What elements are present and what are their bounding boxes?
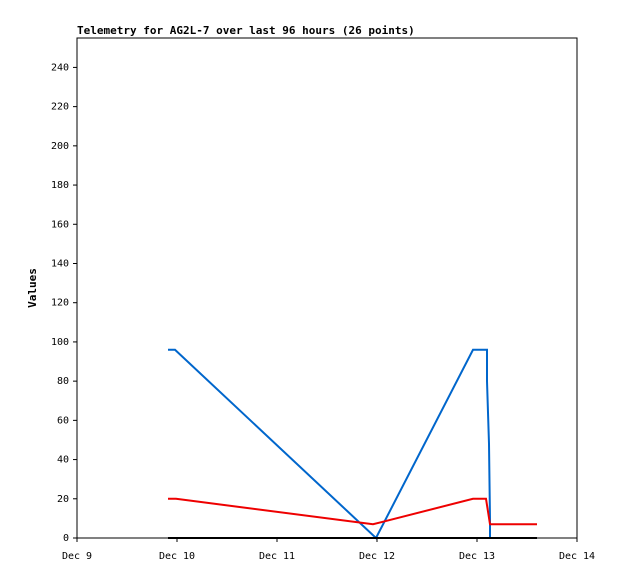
y-tick-label: 140: [51, 258, 69, 269]
chart-title: Telemetry for AG2L-7 over last 96 hours …: [77, 24, 415, 37]
y-tick-label: 100: [51, 337, 69, 348]
y-tick-label: 200: [51, 141, 69, 152]
y-tick-label: 20: [57, 494, 69, 505]
y-tick-label: 120: [51, 298, 69, 309]
x-tick-label: Dec 13: [459, 551, 495, 562]
y-tick-label: 80: [57, 376, 69, 387]
y-tick-label: 220: [51, 102, 69, 113]
y-tick-label: 40: [57, 455, 69, 466]
y-tick-label: 60: [57, 415, 69, 426]
y-tick-label: 240: [51, 62, 69, 73]
y-tick-label: 0: [63, 533, 69, 544]
x-tick-label: Dec 11: [259, 551, 295, 562]
series-line: [168, 497, 537, 526]
x-tick-label: Dec 10: [159, 551, 195, 562]
series-line: [168, 348, 491, 540]
plot-frame: [76, 37, 578, 539]
y-tick-label: 180: [51, 180, 69, 191]
x-tick-label: Dec 12: [359, 551, 395, 562]
x-tick-label: Dec 14: [559, 551, 595, 562]
x-tick-label: Dec 9: [62, 551, 92, 562]
y-axis-label: Values: [26, 268, 39, 308]
y-tick-label: 160: [51, 219, 69, 230]
